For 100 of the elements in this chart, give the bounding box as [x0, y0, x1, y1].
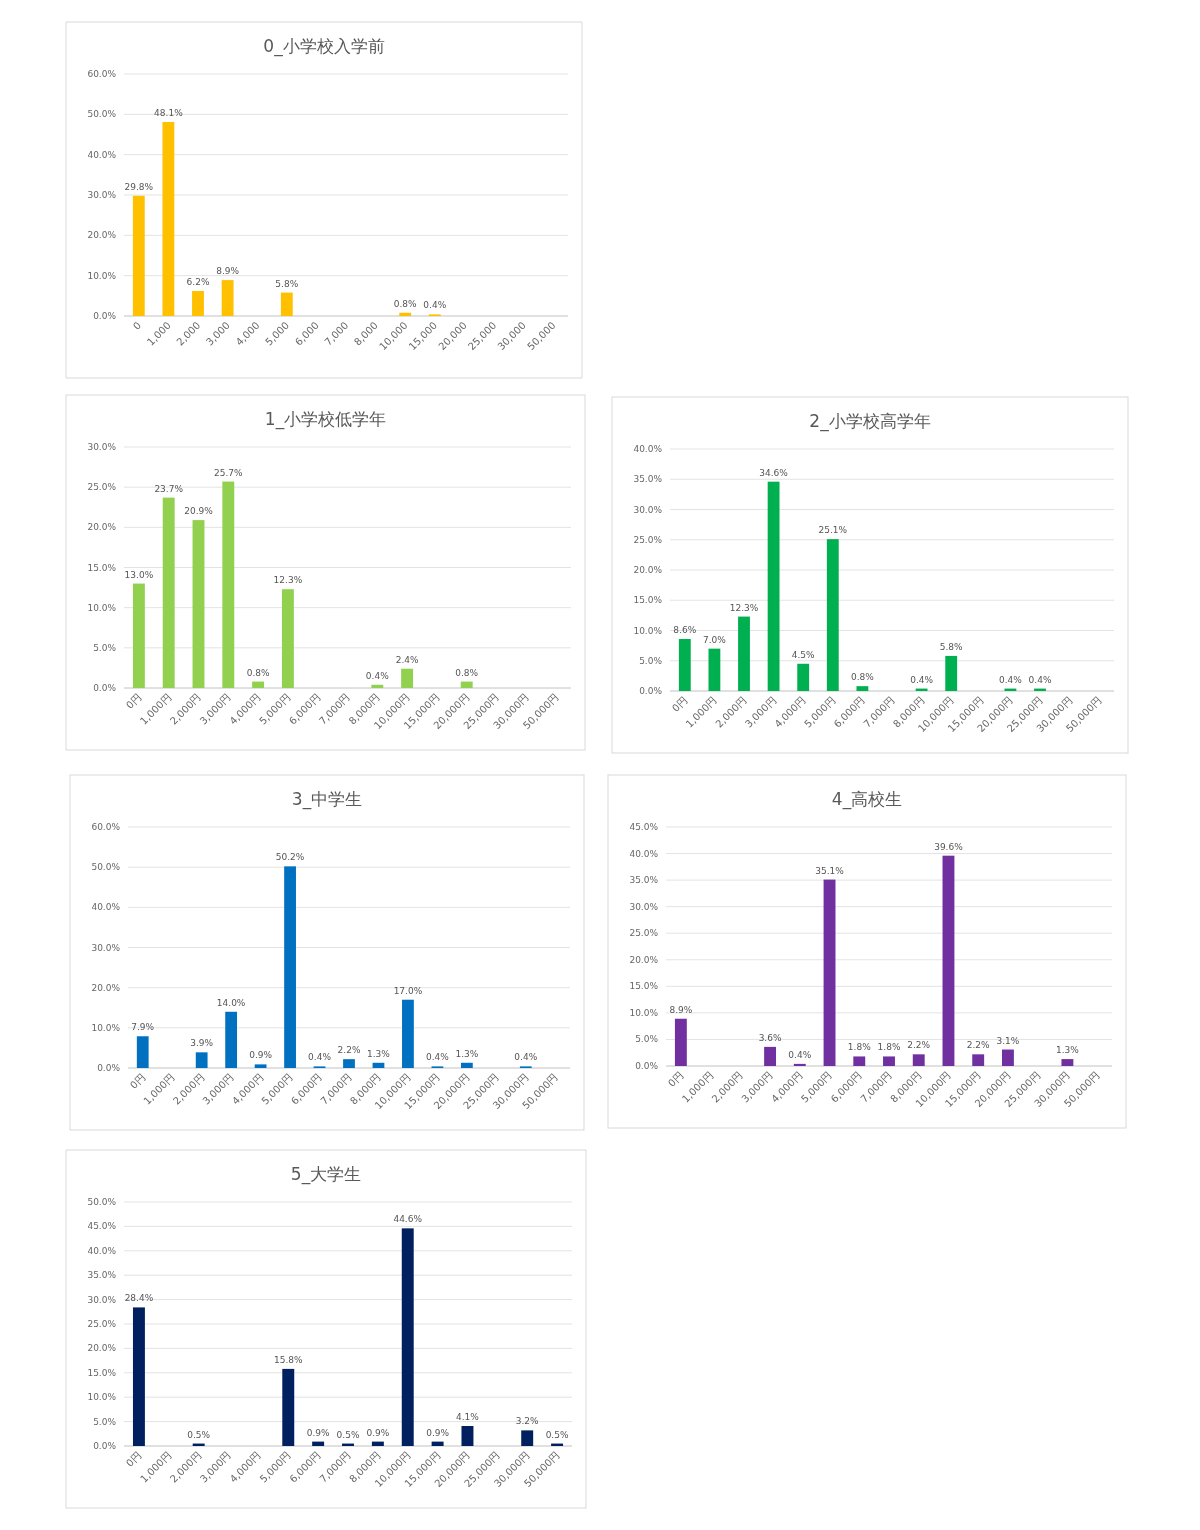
data-label: 2.2%: [337, 1045, 361, 1056]
bar: [945, 655, 958, 691]
y-tick-label: 30.0%: [633, 504, 663, 515]
bar: [461, 1425, 474, 1446]
y-tick-label: 25.0%: [87, 1319, 117, 1329]
data-label: 12.3%: [729, 602, 759, 613]
y-tick-label: 30.0%: [87, 442, 117, 452]
data-label: 7.0%: [702, 634, 727, 645]
data-label: 0.9%: [249, 1050, 273, 1061]
bar: [853, 1056, 866, 1066]
data-label: 3.6%: [758, 1032, 782, 1043]
chart-title: 5_大学生: [290, 1164, 362, 1185]
data-label: 13.0%: [124, 569, 154, 580]
data-label: 23.7%: [154, 483, 184, 494]
bar: [281, 589, 294, 688]
bar: [431, 1441, 444, 1446]
data-label: 0.4%: [514, 1052, 538, 1063]
bar: [221, 280, 234, 316]
data-label: 4.5%: [791, 649, 816, 660]
data-label: 8.9%: [669, 1004, 693, 1015]
y-tick-label: 20.0%: [629, 954, 659, 965]
data-label: 0.8%: [246, 667, 270, 678]
bar: [883, 1056, 895, 1066]
bar: [823, 879, 836, 1066]
y-tick-label: 5.0%: [93, 642, 117, 653]
data-label: 0.9%: [426, 1427, 450, 1438]
y-tick-label: 40.0%: [91, 902, 121, 913]
bar: [312, 1441, 325, 1446]
y-tick-label: 60.0%: [91, 822, 121, 832]
y-tick-label: 50.0%: [91, 862, 121, 873]
y-tick-label: 35.0%: [629, 875, 659, 886]
bar: [521, 1430, 534, 1446]
data-label: 0.4%: [788, 1049, 812, 1060]
data-label: 7.9%: [131, 1022, 155, 1033]
y-tick-label: 0.0%: [93, 1441, 117, 1451]
y-tick-label: 50.0%: [87, 109, 117, 120]
data-label: 0.5%: [187, 1429, 211, 1440]
y-tick-label: 30.0%: [87, 1294, 117, 1305]
bar: [401, 668, 414, 688]
bar: [764, 1046, 777, 1066]
data-label: 5.8%: [275, 278, 299, 289]
chart-title: 3_中学生: [291, 789, 363, 810]
y-tick-label: 0.0%: [639, 686, 663, 696]
y-tick-label: 50.0%: [87, 1197, 117, 1207]
data-label: 3.2%: [515, 1416, 540, 1427]
y-tick-label: 40.0%: [87, 149, 117, 160]
bar: [192, 520, 205, 688]
y-tick-label: 25.0%: [87, 482, 117, 493]
y-tick-label: 0.0%: [93, 311, 117, 321]
bar: [460, 681, 473, 688]
data-label: 8.9%: [216, 266, 240, 277]
chart-title: 4_高校生: [831, 789, 903, 810]
bar: [856, 686, 869, 691]
bar: [132, 1307, 145, 1446]
data-label: 0.4%: [308, 1052, 332, 1063]
y-tick-label: 10.0%: [87, 270, 117, 281]
bar: [942, 855, 955, 1066]
data-label: 12.3%: [273, 575, 303, 586]
data-label: 0.4%: [423, 300, 447, 311]
data-label: 0.4%: [425, 1052, 450, 1063]
y-tick-label: 20.0%: [633, 565, 663, 575]
y-tick-label: 5.0%: [93, 1416, 117, 1427]
bar: [222, 481, 235, 688]
data-label: 17.0%: [393, 985, 423, 996]
chart-title: 0_小学校入学前: [263, 36, 385, 57]
data-label: 2.2%: [966, 1040, 991, 1051]
y-tick-label: 0.0%: [635, 1061, 659, 1071]
data-label: 15.8%: [273, 1354, 304, 1365]
bar: [674, 1018, 687, 1066]
y-tick-label: 15.0%: [87, 562, 117, 573]
data-label: 44.6%: [393, 1214, 423, 1225]
y-tick-label: 25.0%: [629, 928, 659, 939]
data-label: 1.3%: [1055, 1045, 1080, 1056]
y-tick-label: 20.0%: [87, 1343, 117, 1354]
bar: [972, 1054, 985, 1066]
bar: [738, 616, 750, 691]
y-tick-label: 40.0%: [629, 848, 659, 859]
y-tick-label: 10.0%: [633, 625, 663, 636]
y-tick-label: 10.0%: [629, 1007, 659, 1018]
y-tick-label: 40.0%: [87, 1245, 117, 1256]
data-label: 1.8%: [847, 1042, 872, 1053]
y-tick-label: 30.0%: [87, 190, 117, 200]
x-tick-label: 0円: [123, 691, 144, 711]
data-label: 3.1%: [996, 1035, 1020, 1046]
bar: [282, 1368, 295, 1446]
bar: [401, 1228, 414, 1446]
y-tick-label: 35.0%: [633, 474, 663, 485]
bar: [797, 663, 810, 691]
data-label: 0.4%: [998, 674, 1023, 685]
bar: [195, 1052, 208, 1068]
y-tick-label: 20.0%: [91, 982, 121, 993]
data-label: 50.2%: [275, 852, 305, 863]
y-tick-label: 5.0%: [635, 1034, 659, 1045]
data-label: 0.8%: [393, 298, 418, 309]
chart-title: 2_小学校高学年: [809, 411, 931, 432]
data-label: 0.8%: [850, 672, 875, 683]
data-label: 29.8%: [124, 181, 154, 192]
y-tick-label: 20.0%: [87, 230, 117, 241]
bar: [402, 999, 414, 1068]
data-label: 48.1%: [154, 108, 184, 118]
